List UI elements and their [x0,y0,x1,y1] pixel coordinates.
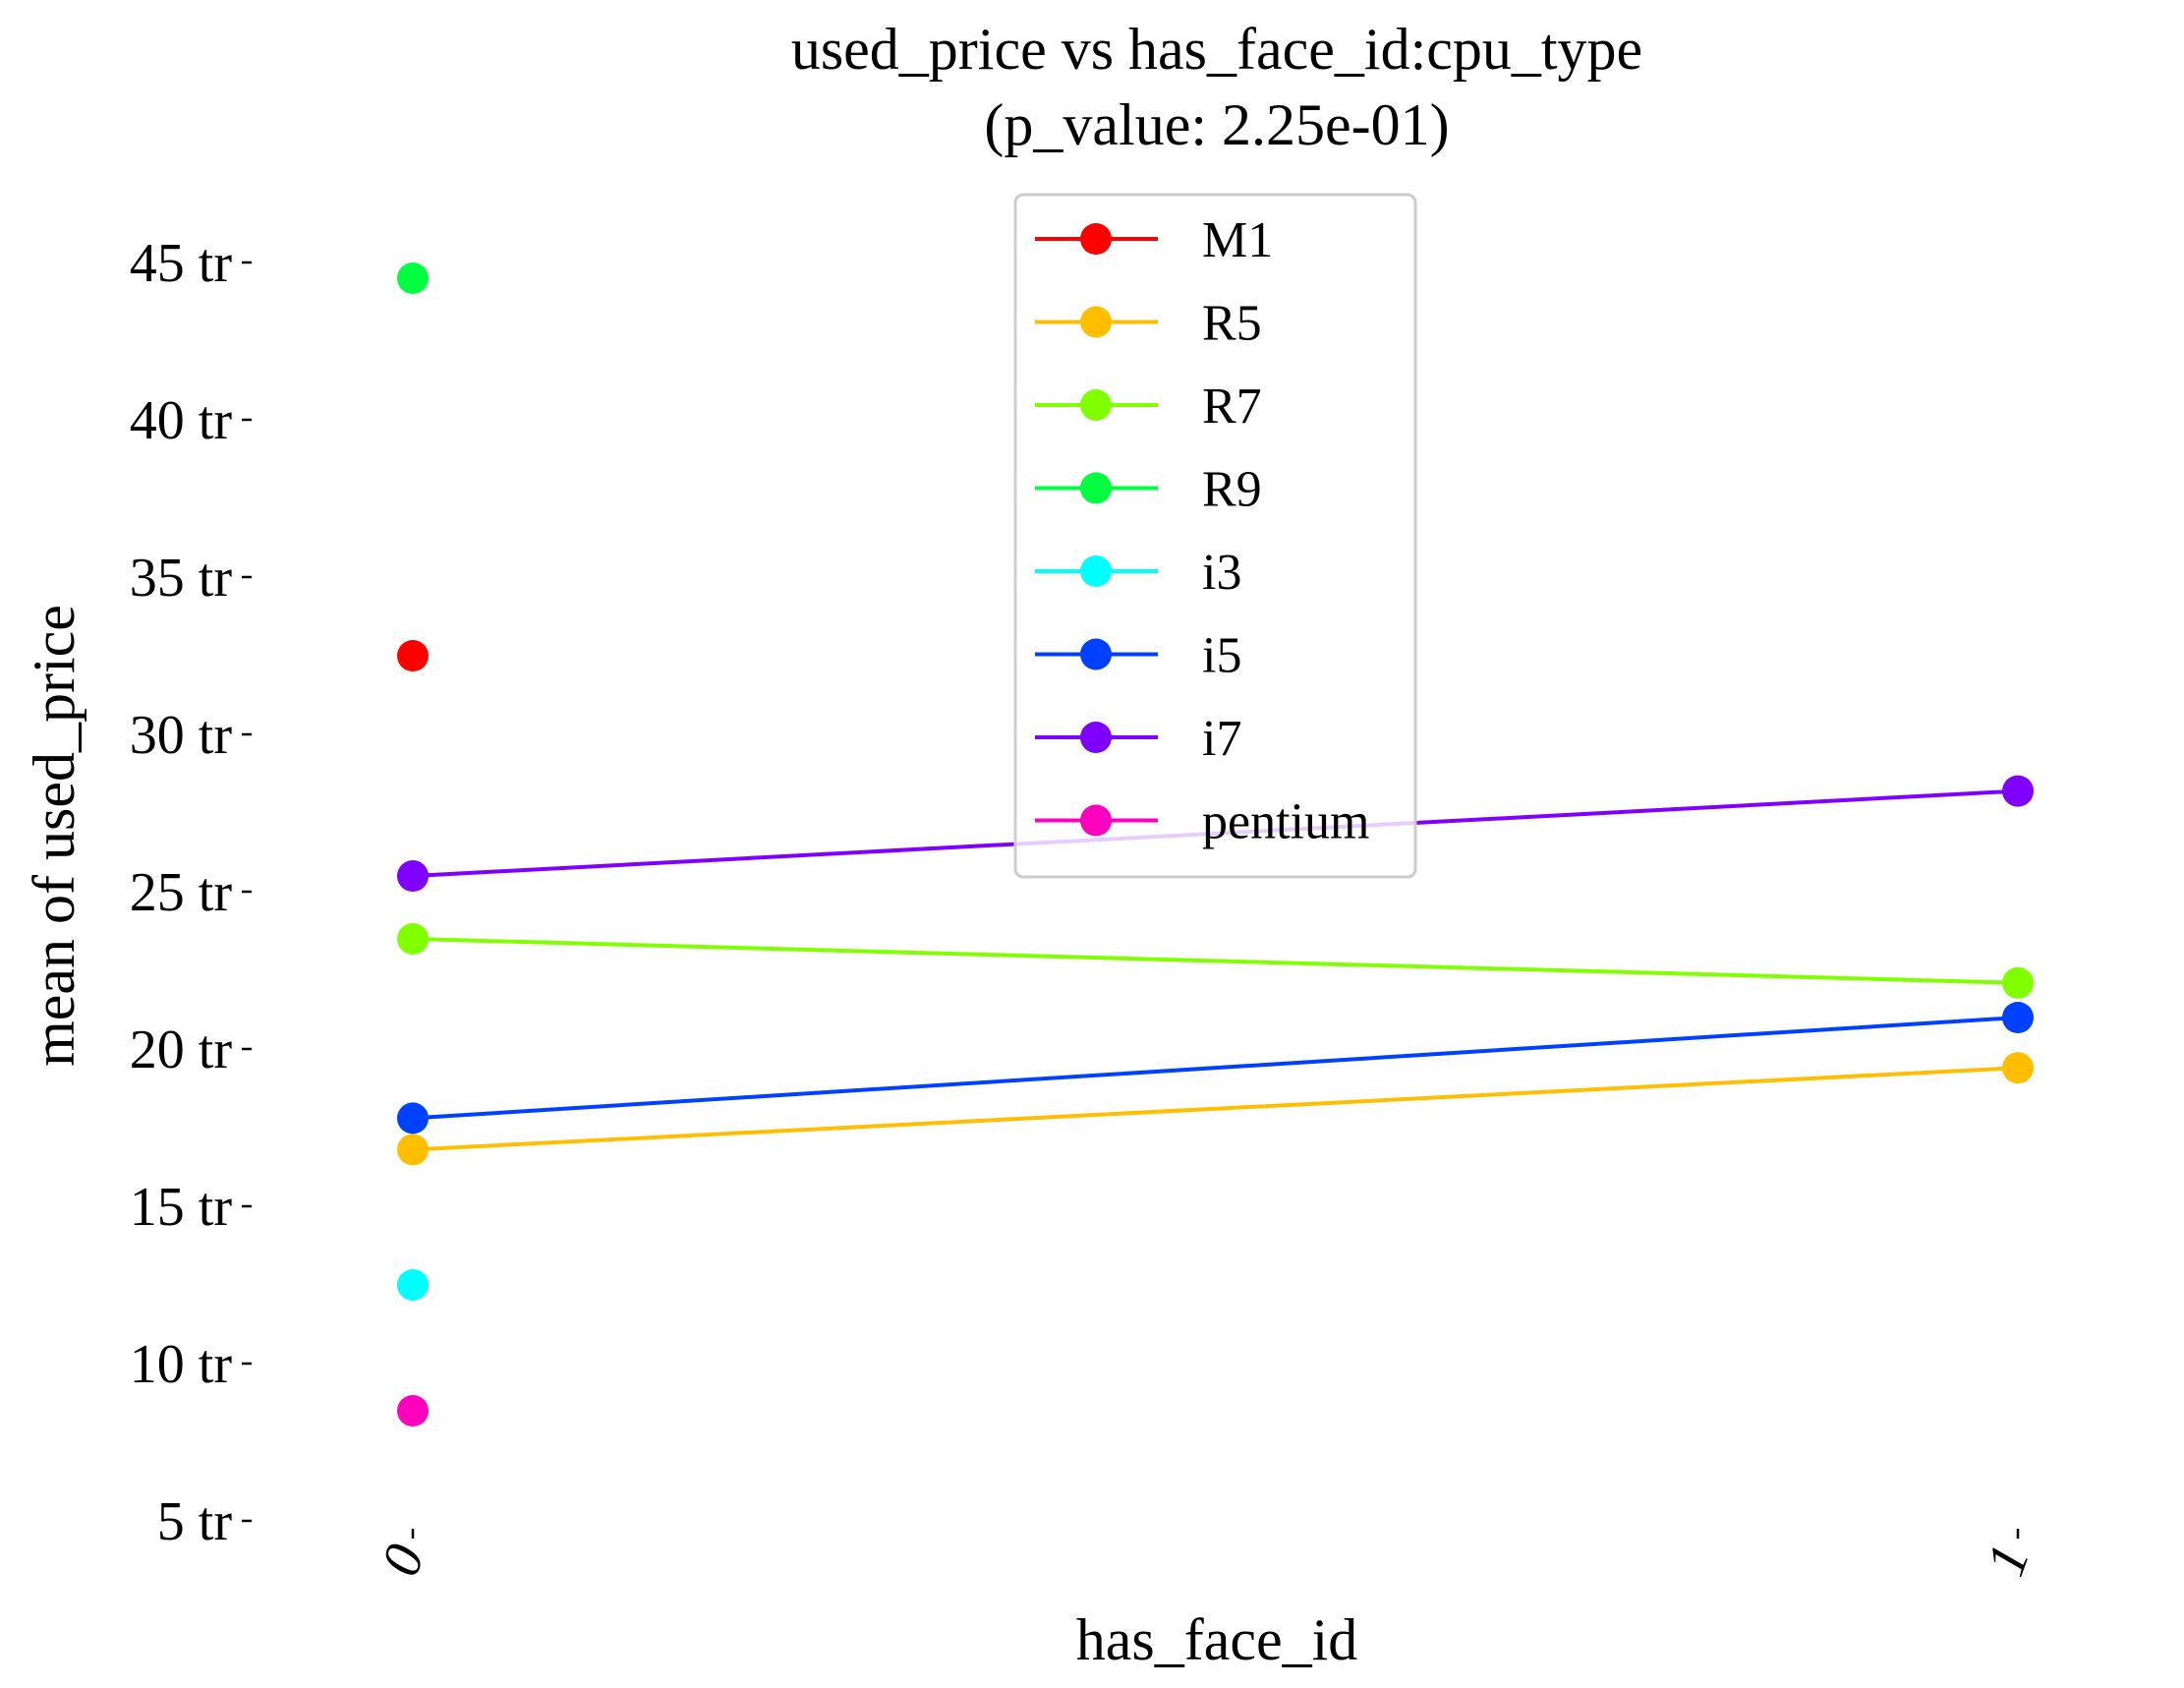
chart-subtitle: (p_value: 2.25e-01) [984,92,1449,157]
data-point-R5 [397,1134,429,1166]
legend-marker-R5 [1080,306,1112,338]
data-point-R9 [397,262,429,294]
y-tick-label: 45 tr [130,233,233,294]
y-tick-label: 5 tr [157,1491,233,1552]
y-tick-label: 15 tr [130,1177,233,1238]
legend-frame [1013,193,1417,879]
legend-label-i3: i3 [1202,545,1241,601]
data-point-i3 [397,1269,429,1301]
data-point-R5 [2002,1052,2034,1084]
data-point-i7 [397,860,429,892]
chart-title: used_price vs has_face_id:cpu_type [791,17,1642,82]
data-point-pentium [397,1395,429,1426]
legend-label-M1: M1 [1202,212,1273,268]
series-line-R5 [412,1066,2019,1152]
y-axis: 5 tr 10 tr 15 tr 20 tr 25 tr 30 tr 35 tr 40 tr 4… [130,233,252,1552]
legend-label-R7: R7 [1202,378,1262,435]
legend-label-R5: R5 [1202,296,1262,352]
legend-label-R9: R9 [1202,462,1262,518]
legend-marker-i5 [1080,638,1112,670]
y-tick-label: 25 tr [130,862,233,923]
data-point-M1 [397,640,429,671]
series-line-R7 [412,937,2019,985]
y-tick-label: 40 tr [130,390,233,451]
y-axis-label: mean of used_price [22,605,86,1067]
legend-marker-R7 [1080,389,1112,421]
legend-label-i5: i5 [1202,628,1241,684]
legend: M1 R5 R7 R9 i3 i5 i7 pentium [1013,193,1417,879]
legend-label-i7: i7 [1202,711,1241,767]
x-tick-label: 0 [370,1537,436,1584]
legend-marker-pentium [1080,804,1112,837]
y-tick-label: 35 tr [130,548,233,609]
series-line-i5 [412,1016,2019,1121]
data-point-i5 [397,1102,429,1135]
data-point-R7 [397,923,429,955]
x-axis-label: has_face_id [1076,1607,1358,1672]
legend-marker-R9 [1080,472,1112,504]
data-point-i7 [2002,775,2034,807]
y-tick-label: 20 tr [130,1019,233,1080]
data-point-R7 [2002,966,2034,999]
legend-marker-i7 [1080,722,1112,753]
y-tick-label: 30 tr [130,705,233,766]
x-tick-label: 1 [1975,1537,2041,1584]
y-tick-label: 10 tr [130,1334,233,1395]
legend-label-pentium: pentium [1202,794,1369,850]
data-point-i5 [2002,1002,2034,1033]
legend-marker-i3 [1080,555,1112,587]
legend-marker-M1 [1080,223,1112,255]
